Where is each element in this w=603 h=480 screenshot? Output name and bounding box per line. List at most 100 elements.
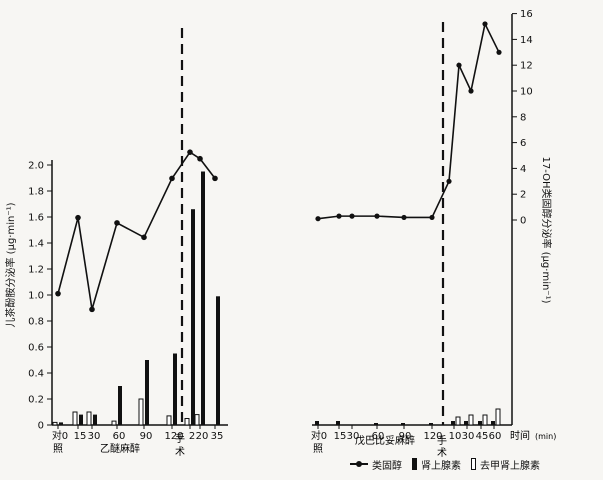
left-y-tick-label: 0 xyxy=(38,421,44,432)
right-adrenaline-bar xyxy=(451,421,455,425)
right-adrenaline-bar xyxy=(315,421,319,425)
left-noradrenaline-bar xyxy=(184,418,190,426)
left-adrenaline-bar xyxy=(79,414,83,425)
right-adrenaline-bar xyxy=(491,421,495,425)
left-x-annotation-surgery-2: 术 xyxy=(175,446,185,458)
left-steroid-point xyxy=(55,290,61,297)
right-steroid-point xyxy=(336,213,342,219)
right-steroid-point xyxy=(456,62,462,68)
legend-noradrenaline-label: 去甲肾上腺素 xyxy=(480,460,540,472)
right-adrenaline-bar xyxy=(429,423,433,425)
left-steroid-point xyxy=(187,149,193,155)
right-adrenaline-bar xyxy=(374,423,378,425)
left-noradrenaline-bar xyxy=(166,415,172,426)
left-y-tick-label: 1.0 xyxy=(28,291,44,302)
left-y-axis-label: 儿茶酚胺分泌率 (μg·min⁻¹) xyxy=(4,202,17,327)
right-steroid-point xyxy=(349,213,355,219)
left-y-tick-label: 1.2 xyxy=(28,265,44,276)
right-y-tick-label: 2 xyxy=(520,190,526,201)
left-x-tick-label: 60 xyxy=(113,431,126,442)
right-noradrenaline-bar xyxy=(468,414,474,426)
right-x-tick-label: 30 xyxy=(347,431,360,442)
right-x-annotation-surgery-2: 术 xyxy=(437,447,447,459)
left-y-tick-label: 2.0 xyxy=(28,161,44,172)
right-x-axis-title: 时间 xyxy=(510,429,530,442)
right-steroid-point xyxy=(446,178,452,184)
right-steroid-point xyxy=(315,216,321,222)
legend-line-symbol xyxy=(350,459,368,469)
right-steroid-point xyxy=(401,214,407,221)
left-x-tick-label: 120 xyxy=(164,431,183,442)
right-y-tick-label: 16 xyxy=(520,9,533,20)
left-y-tick-label: 0.6 xyxy=(28,343,44,354)
right-y-tick-label: 4 xyxy=(520,164,526,175)
legend-item-noradrenaline: 去甲肾上腺素 xyxy=(471,457,540,472)
left-steroid-point xyxy=(89,306,95,313)
legend-item-adrenaline: 肾上腺素 xyxy=(412,457,461,472)
left-x-tick-label: 20 xyxy=(196,431,209,442)
left-y-tick-label: 1.8 xyxy=(28,187,44,198)
right-x-tick-label: 45 xyxy=(476,431,489,442)
right-steroid-line xyxy=(317,21,500,220)
left-adrenaline-bar xyxy=(59,422,63,425)
left-y-tick-label: 1.6 xyxy=(28,213,44,224)
left-x-tick-label: 对0 xyxy=(52,429,68,442)
right-x-tick-label: 10 xyxy=(449,431,462,442)
right-steroid-point xyxy=(374,213,380,219)
left-steroid-point xyxy=(141,234,147,241)
legend-steroid-label: 类固醇 xyxy=(372,460,402,472)
right-x-tick-label: 30 xyxy=(462,431,475,442)
left-x-tick-label: 2 xyxy=(189,431,195,442)
left-steroid-point xyxy=(197,155,203,162)
left-x-annotation-anesthesia: 乙醚麻醉 xyxy=(100,442,140,455)
left-adrenaline-bar xyxy=(191,209,195,425)
left-y-tick-label: 0.8 xyxy=(28,317,44,328)
right-y-tick-label: 8 xyxy=(520,112,526,123)
legend-open-bar-symbol xyxy=(471,458,476,470)
right-adrenaline-bar xyxy=(478,421,482,425)
right-x-tick-label: 60 xyxy=(489,431,502,442)
left-y-tick-label: 1.4 xyxy=(28,239,44,250)
right-adrenaline-bar xyxy=(464,421,468,425)
right-steroid-point xyxy=(496,49,502,55)
right-x-annotation-control: 照 xyxy=(313,443,323,455)
left-adrenaline-bar xyxy=(145,360,149,425)
legend-adrenaline-label: 肾上腺素 xyxy=(421,460,461,472)
left-y-tick-label: 0.4 xyxy=(28,369,44,380)
right-y-axis-label: 17-OH类固醇分泌率 (μg·min⁻¹) xyxy=(540,156,553,303)
legend-solid-bar-symbol xyxy=(412,458,417,470)
right-y-tick-label: 14 xyxy=(520,35,533,46)
left-y-tick-label: 0.2 xyxy=(28,395,44,406)
right-steroid-point xyxy=(429,214,435,221)
right-noradrenaline-bar xyxy=(482,414,488,426)
left-adrenaline-bar xyxy=(173,353,177,425)
left-steroid-point xyxy=(114,220,120,226)
left-noradrenaline-bar xyxy=(138,398,144,426)
left-noradrenaline-bar xyxy=(52,421,58,426)
left-noradrenaline-bar xyxy=(72,411,78,426)
right-x-tick-label: 60 xyxy=(372,431,385,442)
left-x-tick-label: 30 xyxy=(88,431,101,442)
left-noradrenaline-bar xyxy=(86,411,92,426)
left-x-annotation-surgery-1: 手 xyxy=(175,432,185,445)
right-x-tick-label: 90 xyxy=(399,431,412,442)
left-noradrenaline-bar xyxy=(194,414,200,426)
left-steroid-point xyxy=(212,175,218,182)
right-noradrenaline-bar xyxy=(455,416,461,426)
left-x-tick-label: 35 xyxy=(211,431,224,442)
right-x-annotation-surgery-1: 手 xyxy=(437,434,447,447)
left-adrenaline-bar xyxy=(118,386,122,425)
left-steroid-point xyxy=(169,175,175,182)
right-x-annotation-anesthesia: 戊巴比妥麻醉 xyxy=(355,434,415,447)
right-y-tick-label: 6 xyxy=(520,138,526,149)
legend-item-steroid: 类固醇 xyxy=(350,457,402,472)
right-y-tick-label: 10 xyxy=(520,87,533,98)
right-x-tick-label: 120 xyxy=(423,431,442,442)
left-adrenaline-bar xyxy=(216,296,220,425)
right-steroid-point xyxy=(468,88,474,94)
legend: 类固醇 肾上腺素 去甲肾上腺素 xyxy=(350,455,540,473)
left-x-tick-label: 15 xyxy=(74,431,87,442)
left-noradrenaline-bar xyxy=(111,420,117,426)
left-adrenaline-bar xyxy=(93,414,97,425)
